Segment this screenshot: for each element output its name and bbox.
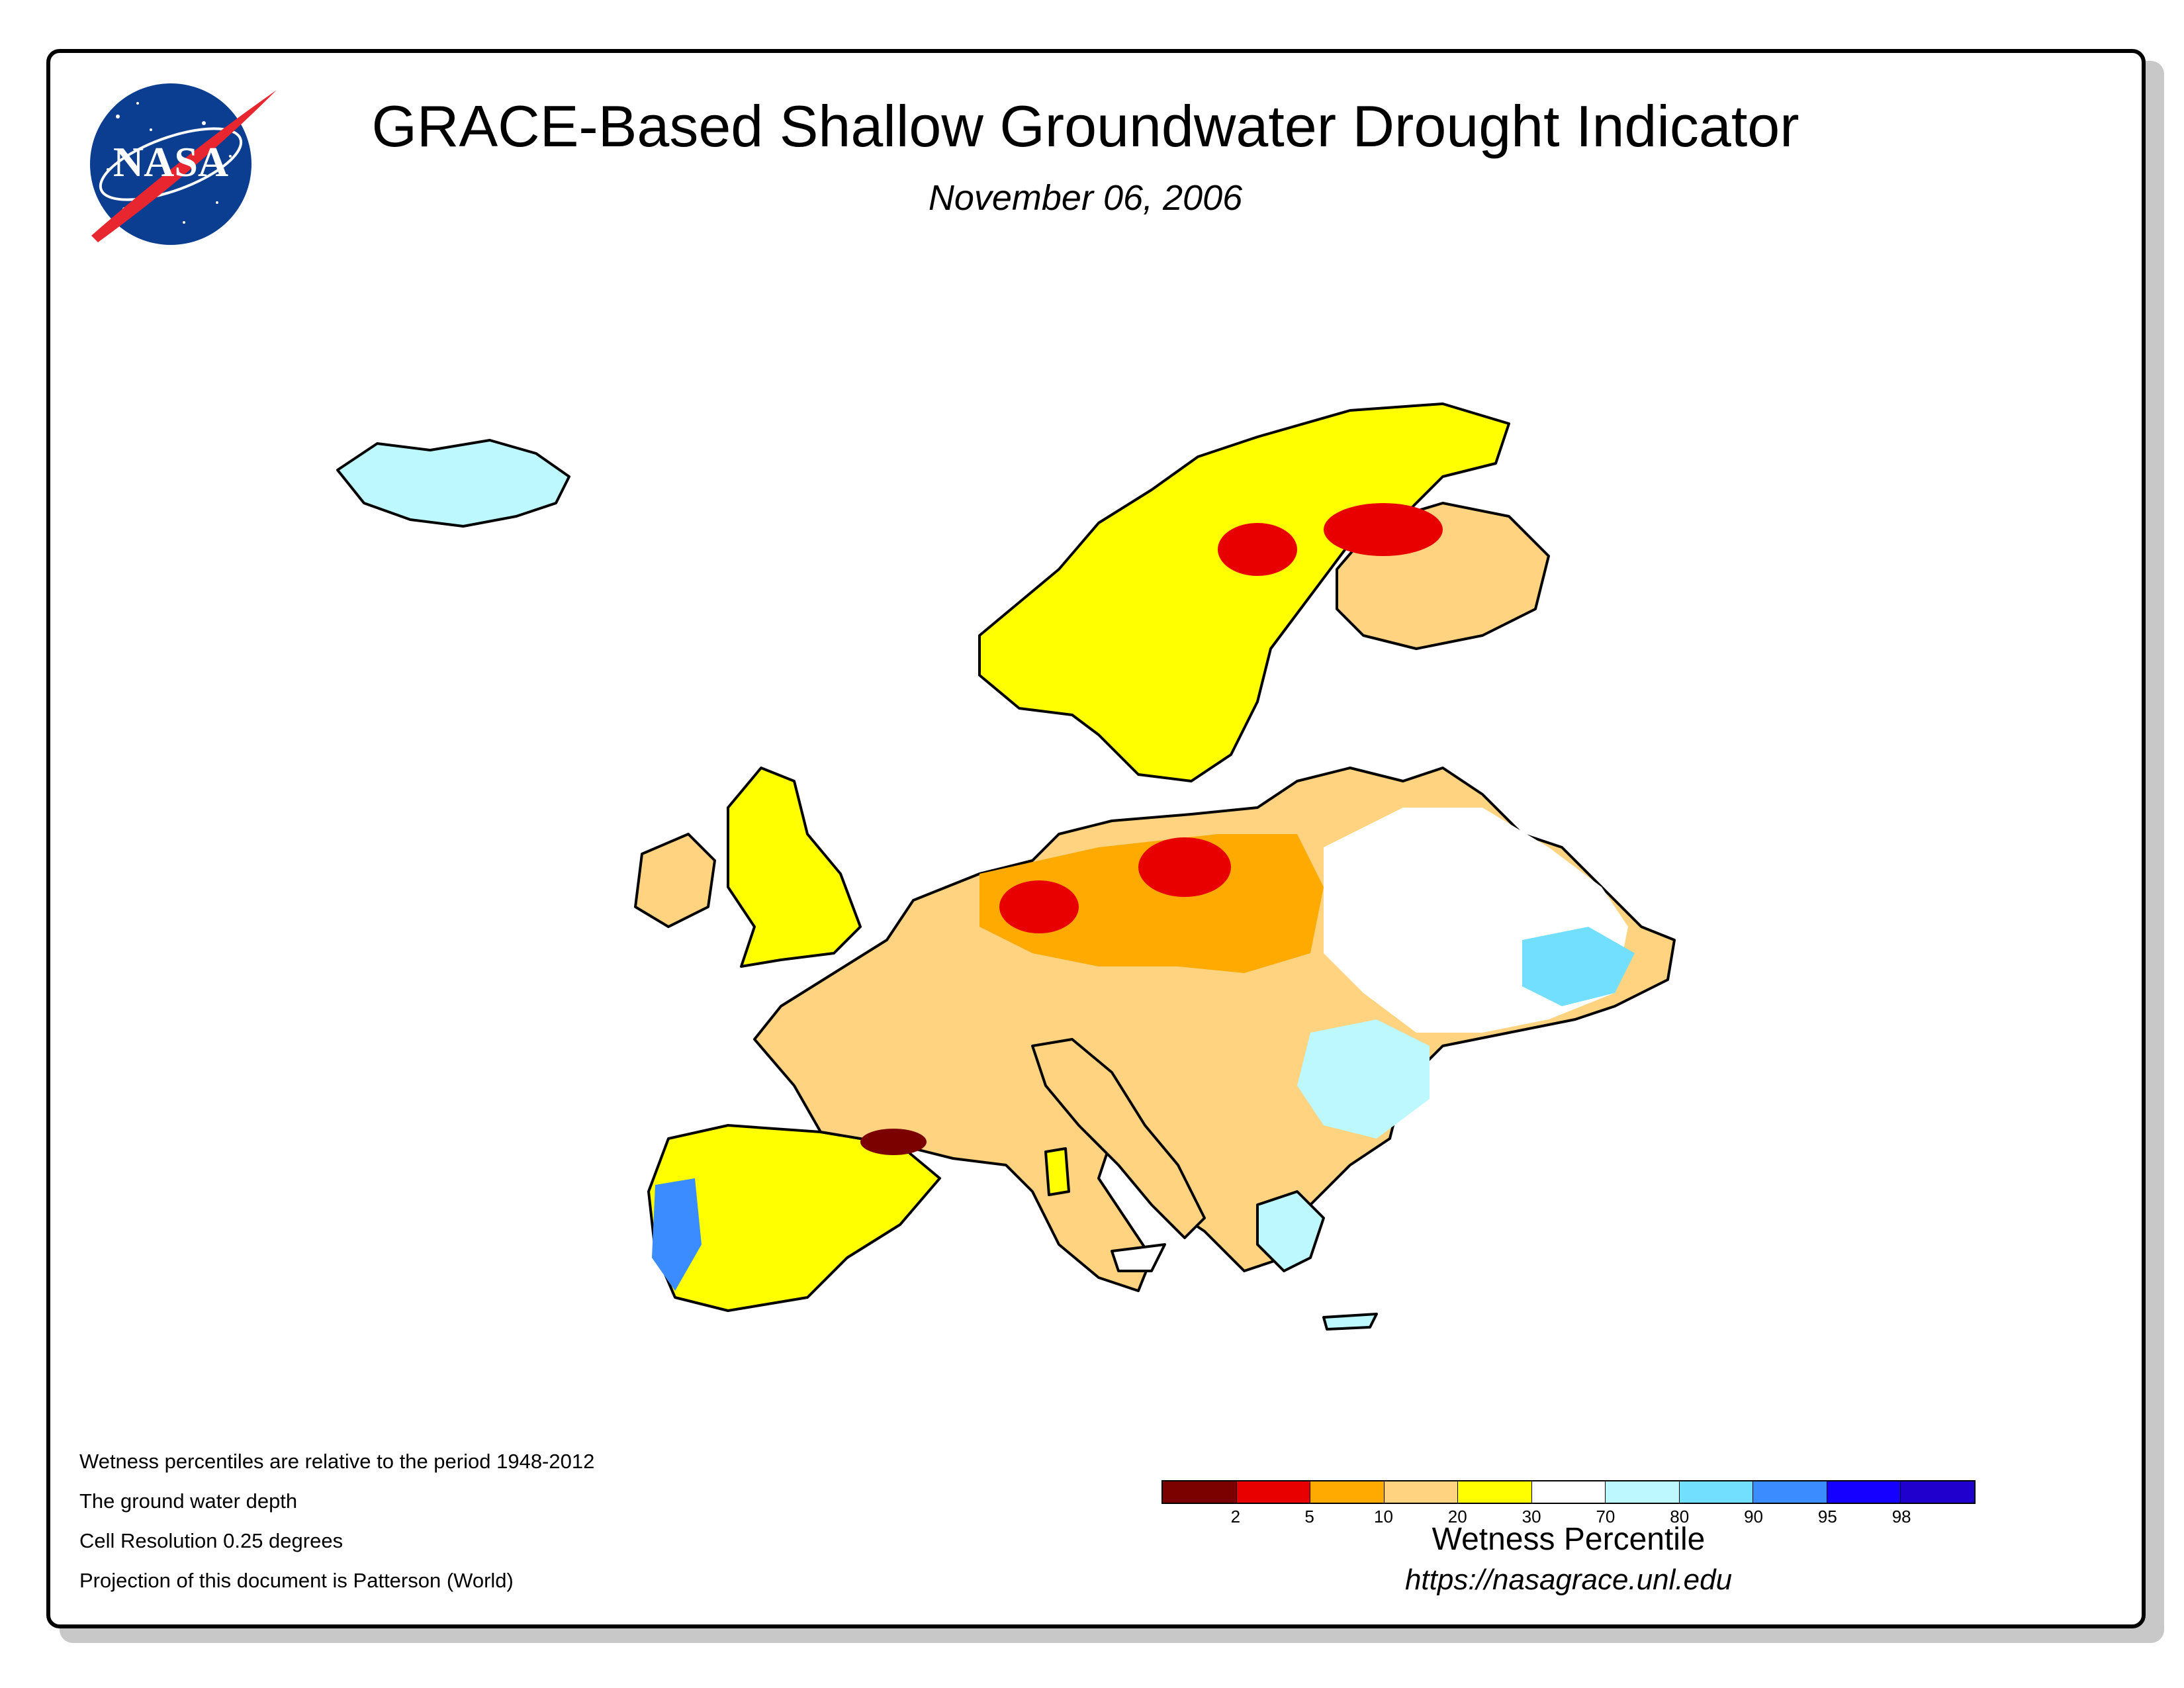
- legend-tick-label: 90: [1744, 1507, 1763, 1526]
- iberia-wet-zone: [652, 1178, 702, 1291]
- map-date: November 06, 2006: [928, 178, 1243, 218]
- legend-tick-label: 2: [1230, 1507, 1241, 1526]
- legend-title: Wetness Percentile: [1432, 1522, 1706, 1557]
- legend-swatch: [1679, 1481, 1754, 1503]
- legend-swatch: [1531, 1481, 1606, 1503]
- legend-swatch: [1753, 1481, 1827, 1503]
- nasa-logo-text: NASA: [113, 138, 228, 185]
- scandinavia: [978, 402, 1510, 782]
- legend-swatch: [1236, 1481, 1311, 1503]
- pyrenees-dry-hotspot: [860, 1129, 927, 1155]
- ireland: [634, 833, 716, 928]
- legend-colorbar: [1161, 1480, 1976, 1504]
- note-reference-period: Wetness percentiles are relative to the …: [79, 1450, 595, 1473]
- greece: [1256, 1190, 1325, 1272]
- legend-swatch: [1384, 1481, 1459, 1503]
- note-projection: Projection of this document is Patterson…: [79, 1569, 514, 1592]
- legend-tick-label: 5: [1304, 1507, 1314, 1526]
- legend-swatch: [1458, 1481, 1532, 1503]
- ukraine-wet-zone: [1522, 927, 1635, 1006]
- legend-swatch: [1310, 1481, 1385, 1503]
- sardinia: [1044, 1147, 1070, 1196]
- italy: [1031, 1038, 1206, 1239]
- legend-swatch: [1606, 1481, 1680, 1503]
- great-britain: [727, 767, 862, 968]
- legend-swatch: [1827, 1481, 1901, 1503]
- note-resolution: Cell Resolution 0.25 degrees: [79, 1529, 343, 1552]
- legend-tick-label: 98: [1891, 1507, 1911, 1526]
- legend-tick-label: 95: [1817, 1507, 1837, 1526]
- legend-tick-label: 80: [1670, 1507, 1690, 1526]
- legend-tick-label: 20: [1447, 1507, 1467, 1526]
- sicily: [1111, 1243, 1166, 1272]
- scandinavia-dry-hotspot: [1218, 523, 1297, 576]
- legend-tick-label: 10: [1373, 1507, 1393, 1526]
- legend-tick-label: 70: [1596, 1507, 1615, 1526]
- legend-tick-label: 30: [1522, 1507, 1541, 1526]
- nasa-logo: NASA: [90, 83, 277, 245]
- note-depth: The ground water depth: [79, 1489, 298, 1513]
- legend-swatch: [1901, 1481, 1975, 1503]
- crete: [1322, 1313, 1378, 1331]
- balkans-wet-zone: [1297, 1019, 1430, 1139]
- poland-dry-hotspot: [1138, 837, 1231, 897]
- central-dry-hotspot: [999, 880, 1079, 933]
- central-europe-core: [979, 834, 1324, 973]
- page-title: GRACE-Based Shallow Groundwater Drought …: [371, 93, 1799, 159]
- europe-drought-map: [336, 402, 1676, 1331]
- iceland: [336, 439, 570, 528]
- source-url: https://nasagrace.unl.edu: [1404, 1564, 1733, 1596]
- legend-swatch: [1163, 1481, 1237, 1503]
- finland-dry-hotspot: [1324, 503, 1443, 556]
